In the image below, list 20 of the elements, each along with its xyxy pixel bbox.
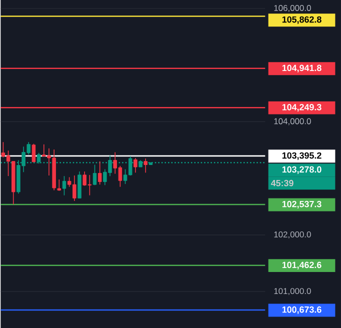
ref-line-label: 105,862.8 <box>282 16 322 24</box>
candlestick <box>98 160 102 185</box>
ref-line-label: 104,941.8 <box>282 64 322 72</box>
candlestick <box>62 175 66 196</box>
ref-line-label: 101,462.6 <box>282 262 322 270</box>
text: 45:39 <box>270 180 294 186</box>
ref-line-label: 102,537.3 <box>282 200 322 208</box>
candlestick <box>144 158 148 173</box>
y-tick-label: 102,000.0 <box>274 231 311 238</box>
y-tick-label: 106,000.0 <box>274 4 311 12</box>
candlestick <box>32 143 36 162</box>
ref-line-label: 103,278.0 <box>282 166 322 174</box>
ref-line-label: 104,249.3 <box>282 104 322 112</box>
candlestick <box>78 170 82 198</box>
candlestick <box>92 164 97 186</box>
y-tick-label: 101,000.0 <box>274 288 311 295</box>
ref-line-label: 103,395.2 <box>282 152 322 160</box>
ref-line-label: 100,673.6 <box>282 306 322 314</box>
y-tick-label: 104,000.0 <box>274 118 311 126</box>
candlestick <box>134 157 138 173</box>
